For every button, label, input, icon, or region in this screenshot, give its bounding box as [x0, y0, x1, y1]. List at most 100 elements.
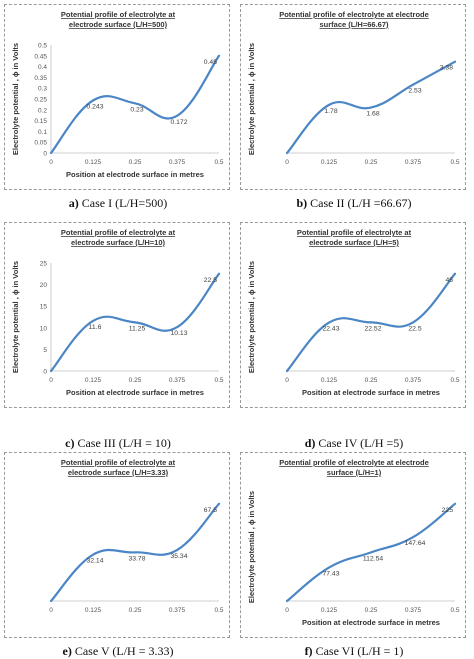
- line-chart-a: Potential profile of electrolyte atelect…: [11, 10, 224, 179]
- data-point: [412, 83, 414, 86]
- chart-title-line: electrode surface (L/H=5): [309, 238, 399, 247]
- data-point: [134, 551, 136, 554]
- chart-title-line: surface (L/H=1): [327, 468, 382, 477]
- chart-frame: Potential profile of electrolyte at elect…: [240, 222, 466, 408]
- x-tick-label: 0.25: [365, 377, 378, 384]
- data-label: 22.52: [364, 325, 381, 332]
- data-label: 0.172: [170, 119, 187, 126]
- data-point: [454, 502, 456, 505]
- data-point: [218, 272, 220, 275]
- chart-frame: Potential profile of electrolyte at elect…: [4, 222, 230, 408]
- y-tick-label: 10: [40, 325, 48, 332]
- y-tick-label: 0.15: [34, 118, 47, 125]
- data-point: [454, 60, 456, 63]
- data-point: [370, 321, 372, 324]
- x-tick-label: 0: [285, 607, 289, 614]
- data-point: [218, 502, 220, 505]
- data-point: [176, 549, 178, 552]
- chart-caption: c) Case III (L/H = 10): [4, 436, 232, 451]
- line-chart-b: Potential profile of electrolyte at elec…: [247, 10, 460, 166]
- data-label: 33.78: [128, 555, 145, 562]
- x-axis-title: Position at electrode surface in metres: [302, 388, 440, 397]
- data-label: 67.5: [204, 507, 217, 514]
- chart-caption: d) Case IV (L/H =5): [240, 436, 468, 451]
- data-label: 147.64: [405, 540, 426, 547]
- data-point: [286, 152, 288, 154]
- chart-title-line: surface (L/H=66.67): [320, 20, 389, 29]
- x-axis-title: Position at electrode surface in metres: [66, 388, 204, 397]
- data-point: [286, 600, 288, 602]
- caption-letter: a): [68, 196, 79, 210]
- series-line: [49, 54, 221, 155]
- y-axis-title: Electrolyte potential , ϕ in Volts: [247, 491, 256, 603]
- x-axis-title: Position at electrode surface in metres: [66, 170, 204, 179]
- y-tick-label: 0: [43, 151, 47, 158]
- data-point: [134, 102, 136, 105]
- chart-frame: Potential profile of electrolyte at elect…: [4, 4, 230, 190]
- y-tick-label: 0.4: [38, 64, 47, 71]
- chart-title-line: Potential profile of electrolyte at: [61, 228, 176, 237]
- x-tick-label: 0: [49, 607, 53, 614]
- chart-title-line: Potential profile of electrolyte at: [61, 458, 176, 467]
- y-tick-label: 0.25: [34, 97, 47, 104]
- y-tick-label: 15: [40, 304, 48, 311]
- line-chart-c: Potential profile of electrolyte atelect…: [11, 228, 224, 397]
- chart-caption: e) Case V (L/H = 3.33): [4, 644, 232, 659]
- data-point: [328, 321, 330, 324]
- data-label: 3.38: [440, 65, 453, 72]
- y-tick-label: 0.5: [38, 43, 47, 50]
- x-tick-label: 0.375: [405, 607, 422, 614]
- x-tick-label: 0.5: [450, 607, 459, 614]
- x-tick-label: 0.25: [129, 377, 142, 384]
- caption-letter: f): [304, 644, 313, 658]
- data-point: [328, 104, 330, 106]
- chart-frame: Potential profile of electrolyte at elec…: [240, 452, 466, 638]
- data-label: 22.5: [408, 325, 421, 332]
- data-point: [218, 54, 220, 57]
- x-tick-label: 0.125: [321, 607, 338, 614]
- data-point: [92, 553, 94, 556]
- data-label: 11.6: [89, 324, 102, 331]
- x-tick-label: 0: [49, 377, 53, 384]
- x-tick-label: 0.375: [169, 377, 186, 384]
- chart-title-line: electrode surface (L/H=3.33): [68, 468, 169, 477]
- y-tick-label: 0: [43, 369, 47, 376]
- line-chart-e: Potential profile of electrolyte atelect…: [49, 458, 224, 614]
- chart-title-line: Potential profile of electrolyte at: [297, 228, 412, 237]
- caption-text: Case I (L/H=500): [81, 196, 168, 210]
- caption-letter: e): [62, 644, 72, 658]
- data-point: [454, 272, 456, 275]
- data-label: 0.243: [86, 104, 103, 111]
- chart-title-line: electrode surface (L/H=500): [69, 20, 168, 29]
- chart-caption: a) Case I (L/H=500): [4, 196, 232, 211]
- x-tick-label: 0.125: [321, 377, 338, 384]
- data-label: 32.14: [86, 558, 103, 565]
- data-label: 10.13: [170, 330, 187, 337]
- chart-caption: b) Case II (L/H =66.67): [240, 196, 468, 211]
- data-point: [176, 326, 178, 329]
- data-label: 1.78: [324, 108, 337, 115]
- x-tick-label: 0.375: [405, 159, 422, 166]
- data-label: 22.5: [204, 277, 217, 284]
- data-label: 45: [445, 277, 453, 284]
- y-tick-label: 25: [40, 261, 48, 268]
- x-tick-label: 0.5: [450, 377, 459, 384]
- y-tick-label: 5: [43, 347, 47, 354]
- x-axis-title: Position at electrode surface in metres: [302, 618, 440, 627]
- caption-text: Case III (L/H = 10): [77, 436, 171, 450]
- x-tick-label: 0.25: [129, 607, 142, 614]
- data-label: 0.45: [204, 59, 217, 66]
- caption-letter: b): [296, 196, 308, 210]
- x-tick-label: 0.375: [169, 607, 186, 614]
- data-point: [176, 114, 178, 117]
- data-point: [370, 551, 372, 554]
- x-tick-label: 0.125: [85, 377, 102, 384]
- chart-title-line: Potential profile of electrolyte at: [61, 10, 176, 19]
- data-label: 2.53: [408, 88, 421, 95]
- caption-letter: d): [304, 436, 316, 450]
- y-axis-title: Electrolyte potential , ϕ in Volts: [247, 43, 256, 155]
- x-tick-label: 0.5: [214, 377, 223, 384]
- x-tick-label: 0.125: [321, 159, 338, 166]
- data-point: [412, 321, 414, 324]
- data-label: 35.34: [170, 553, 187, 560]
